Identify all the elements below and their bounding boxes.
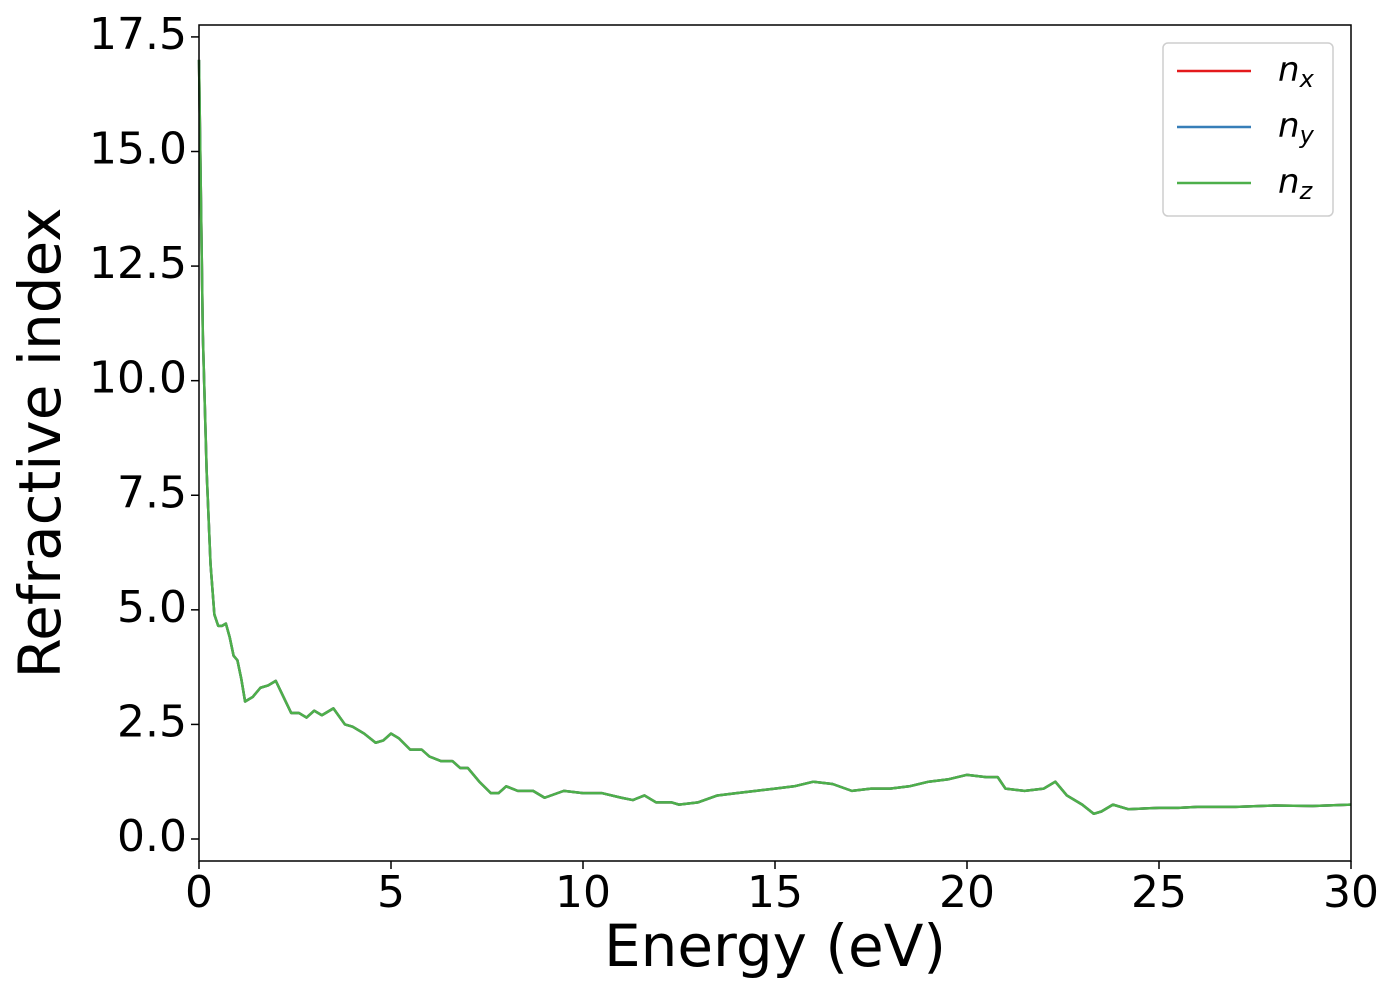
x-tick-label: 0 [185,867,213,918]
x-tick-label: 15 [747,867,803,918]
x-axis-label: Energy (eV) [604,912,946,980]
y-tick-label: 15.0 [89,124,187,175]
x-tick-label: 30 [1323,867,1379,918]
legend-box [1162,42,1334,217]
x-tick-label: 10 [555,867,611,918]
y-tick-label: 17.5 [89,9,187,60]
y-tick-label: 7.5 [117,467,187,518]
y-tick-label: 5.0 [117,582,187,633]
x-tick-label: 25 [1131,867,1187,918]
legend-label: ny [1278,106,1315,150]
y-tick-label: 2.5 [117,696,187,747]
legend-label: nx [1278,50,1315,94]
y-tick-label: 0.0 [117,811,187,862]
series-line [197,59,1352,816]
x-tick-label: 20 [939,867,995,918]
legend-label: nz [1278,162,1314,206]
plot-frame [198,24,1352,862]
x-tick-label: 5 [377,867,405,918]
y-axis-label: Refractive index [6,207,74,678]
y-tick-label: 12.5 [89,238,187,289]
y-tick-label: 10.0 [89,353,187,404]
